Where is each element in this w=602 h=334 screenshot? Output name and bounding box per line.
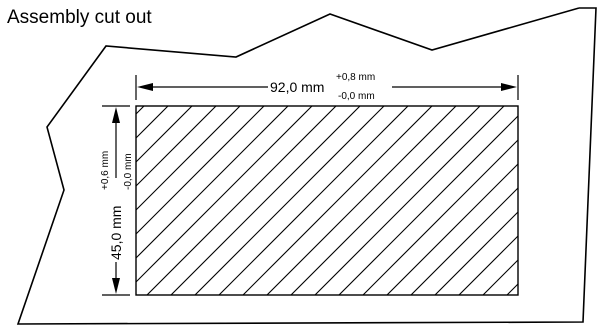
- cutout-rectangle: [135, 105, 519, 296]
- hatch-line: [410, 187, 518, 295]
- hatch-line: [146, 106, 337, 295]
- height-arrow-top: [112, 107, 120, 123]
- height-tolerance-minus: -0,0 mm: [123, 153, 134, 190]
- hatch-line: [458, 235, 518, 295]
- hatch-line: [170, 106, 361, 295]
- hatch-line: [136, 106, 289, 259]
- hatch-line: [290, 106, 481, 295]
- hatch-line: [386, 163, 518, 295]
- hatch-line: [136, 106, 145, 115]
- width-value: 92,0 mm: [270, 79, 324, 95]
- hatch-line: [266, 106, 457, 295]
- hatch-line: [434, 211, 518, 295]
- width-tolerance-plus: +0,8 mm: [336, 72, 375, 83]
- hatch-line: [136, 106, 193, 163]
- hatch-line: [314, 106, 505, 295]
- hatch-line: [242, 106, 433, 295]
- hatch-line: [136, 106, 169, 139]
- width-dimension: 92,0 mm +0,8 mm -0,0 mm: [135, 72, 519, 102]
- hatch-line: [362, 139, 518, 295]
- height-dimension: 45,0 mm +0,6 mm -0,0 mm: [100, 105, 134, 296]
- hatch-line: [218, 106, 409, 295]
- hatch-line: [136, 106, 217, 187]
- hatch-line: [136, 106, 241, 211]
- height-arrow-bottom: [112, 278, 120, 294]
- width-arrow-left: [137, 83, 153, 91]
- hatch-line: [338, 115, 518, 295]
- hatch-line: [136, 106, 313, 283]
- hatch-line: [482, 259, 518, 295]
- width-tolerance-minus: -0,0 mm: [338, 91, 375, 102]
- hatch-pattern: [136, 106, 518, 295]
- height-tolerance-plus: +0,6 mm: [100, 151, 111, 190]
- height-value: 45,0 mm: [108, 206, 124, 260]
- panel-outline: [16, 7, 597, 325]
- width-arrow-right: [501, 83, 517, 91]
- hatch-line: [136, 106, 265, 235]
- hatch-line: [194, 106, 385, 295]
- diagram-title: Assembly cut out: [7, 7, 152, 28]
